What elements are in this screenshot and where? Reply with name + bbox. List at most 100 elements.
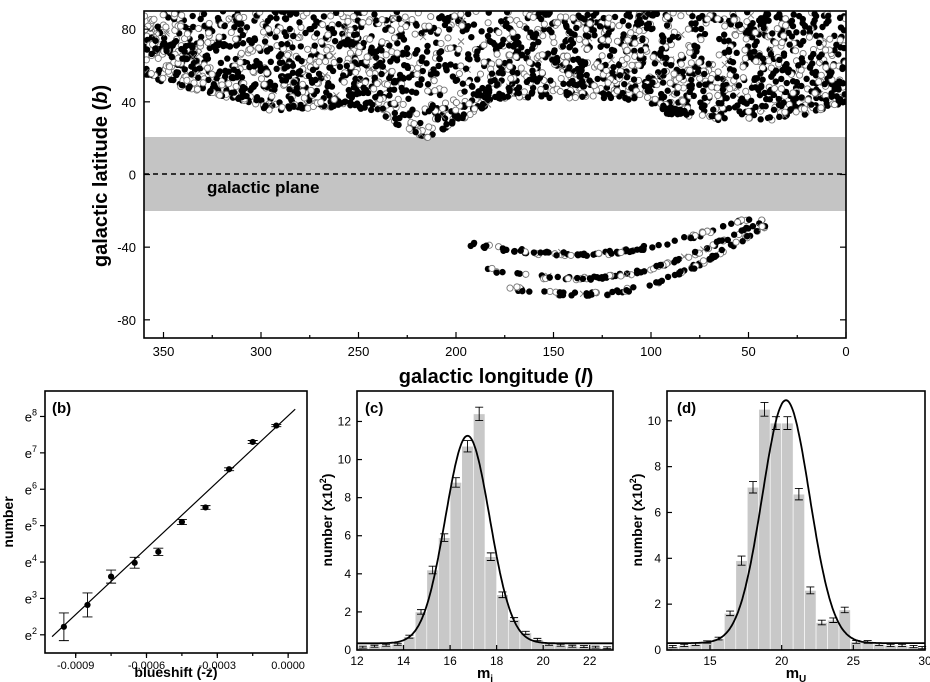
point: [397, 72, 403, 78]
point: [401, 36, 407, 42]
point: [182, 66, 188, 72]
point: [497, 43, 503, 49]
point: [262, 103, 268, 109]
histogram-bar: [770, 423, 781, 650]
point: [607, 53, 613, 59]
point: [297, 102, 303, 108]
point: [569, 78, 575, 84]
point: [582, 59, 588, 65]
point: [290, 103, 296, 109]
point: [279, 104, 285, 110]
point: [572, 47, 578, 53]
point: [447, 61, 453, 67]
point: [449, 118, 455, 124]
point: [730, 59, 736, 65]
point: [716, 36, 722, 42]
point: [782, 109, 788, 115]
point: [731, 17, 737, 23]
point: [393, 121, 399, 127]
point: [517, 21, 523, 27]
point: [412, 129, 418, 135]
point: [524, 49, 530, 55]
point: [561, 249, 567, 255]
point: [373, 54, 379, 60]
point: [184, 31, 190, 37]
point: [336, 57, 342, 63]
point: [399, 88, 405, 94]
point: [519, 52, 525, 58]
mi-histogram-panel: 12 14 16 18 20 22024681012 (c) mi number (x10…: [318, 391, 613, 682]
point: [715, 92, 721, 98]
point: [340, 72, 346, 78]
point: [163, 24, 169, 30]
point: [746, 115, 752, 121]
point: [823, 97, 829, 103]
point: [513, 54, 519, 60]
point: [485, 20, 491, 26]
point: [418, 58, 424, 64]
point: [200, 80, 206, 86]
point: [780, 33, 786, 39]
point: [318, 39, 324, 45]
point: [499, 269, 505, 275]
point: [779, 39, 785, 45]
y-tick-label: e8: [25, 407, 37, 424]
point: [739, 238, 745, 244]
point: [471, 21, 477, 27]
point: [210, 44, 216, 50]
point: [671, 71, 677, 77]
point: [734, 50, 740, 56]
point: [173, 69, 179, 75]
point: [530, 34, 536, 40]
point: [163, 46, 169, 52]
point: [725, 38, 731, 44]
point: [331, 96, 337, 102]
point: [646, 282, 652, 288]
point: [360, 84, 366, 90]
point: [822, 81, 828, 87]
point: [468, 34, 474, 40]
point: [426, 124, 432, 130]
point: [644, 94, 650, 100]
point: [655, 242, 661, 248]
point: [692, 26, 698, 32]
point: [538, 93, 544, 99]
histogram-bar: [508, 620, 520, 650]
histogram-bar: [438, 538, 450, 650]
point: [206, 30, 212, 36]
point: [818, 72, 824, 78]
point: [701, 71, 707, 77]
point: [321, 13, 327, 19]
point: [364, 54, 370, 60]
point: [778, 76, 784, 82]
point: [373, 17, 379, 23]
point: [471, 106, 477, 112]
point: [762, 13, 768, 19]
point: [563, 24, 569, 30]
point: [526, 59, 532, 65]
point: [773, 78, 779, 84]
point: [356, 90, 362, 96]
point: [207, 88, 213, 94]
point: [298, 43, 304, 49]
point: [612, 14, 618, 20]
point: [438, 40, 444, 46]
point: [341, 79, 347, 85]
point: [751, 49, 757, 55]
point: [491, 77, 497, 83]
point: [805, 97, 811, 103]
point: [734, 219, 740, 225]
histogram-bar: [462, 446, 474, 650]
point: [835, 97, 841, 103]
point: [721, 32, 727, 38]
point: [433, 70, 439, 76]
point: [343, 41, 349, 47]
point: [367, 70, 373, 76]
point: [514, 86, 520, 92]
point: [246, 37, 252, 43]
point: [535, 39, 541, 45]
histogram-bar: [415, 612, 427, 650]
point: [715, 16, 721, 22]
point: [635, 62, 641, 68]
point: [538, 86, 544, 92]
